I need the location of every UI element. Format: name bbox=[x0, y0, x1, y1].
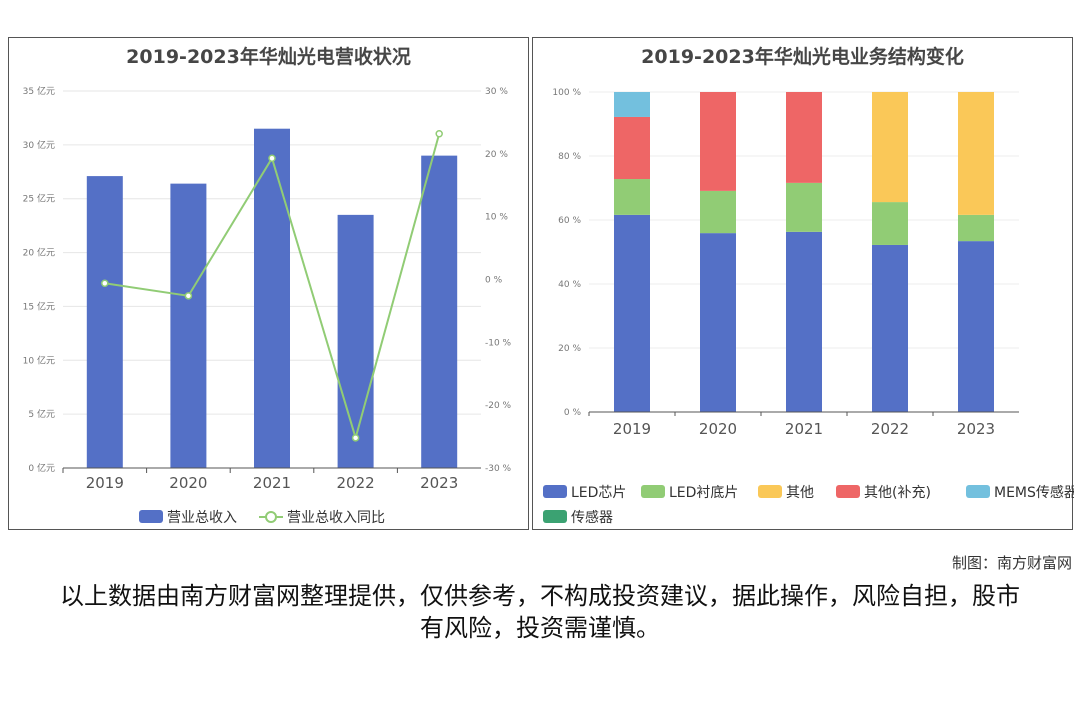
legend-swatch bbox=[543, 510, 567, 523]
legend-label: MEMS传感器 bbox=[994, 484, 1074, 501]
legend-swatch bbox=[543, 485, 567, 498]
stacked-bar-segment bbox=[614, 116, 650, 180]
stacked-bar-segment bbox=[786, 231, 822, 412]
legend-label: 其他(补充) bbox=[864, 485, 931, 501]
legend-swatch bbox=[641, 485, 665, 498]
y-tick-left: 0 亿元 bbox=[28, 462, 55, 474]
line-point bbox=[268, 154, 276, 162]
stacked-bar-segment bbox=[786, 92, 822, 183]
legend-swatch bbox=[966, 485, 990, 498]
structure-chart-panel: 2019-2023年华灿光电业务结构变化 0 % 20 % 40 % 60 % 80 %… bbox=[532, 37, 1074, 530]
chart-title: 2019-2023年华灿光电营收状况 bbox=[126, 46, 411, 68]
y-tick-left: 15 亿元 bbox=[23, 300, 55, 312]
y-tick: 100 % bbox=[552, 88, 581, 98]
stacked-bar-segment bbox=[958, 241, 994, 412]
y-tick-right: 20 % bbox=[485, 150, 508, 160]
structure-chart: 0 % 20 % 40 % 60 % 80 % 100 % 2019 2020 2021 2022… bbox=[543, 88, 1074, 526]
revenue-chart-panel: 2019-2023年华灿光电营收状况 0 亿元 5 亿元 10 亿元 15 亿元 20 … bbox=[8, 37, 529, 530]
y-tick-left: 10 亿元 bbox=[23, 354, 55, 366]
line-point bbox=[101, 279, 109, 288]
stacked-bar-segment bbox=[872, 92, 908, 203]
line-point bbox=[435, 129, 443, 138]
bar bbox=[86, 176, 123, 468]
x-tick: 2020 bbox=[699, 420, 737, 438]
legend-swatch bbox=[836, 485, 860, 498]
x-tick: 2020 bbox=[169, 474, 207, 492]
x-tick: 2021 bbox=[785, 420, 823, 438]
y-tick-left: 20 亿元 bbox=[23, 247, 55, 259]
stacked-bar-segment bbox=[614, 92, 650, 117]
legend-swatch bbox=[758, 485, 782, 498]
y-tick: 60 % bbox=[558, 216, 581, 226]
credit: 制图：南方财富网 bbox=[951, 554, 1072, 572]
y-tick: 0 % bbox=[564, 408, 582, 418]
stacked-bar-segment bbox=[872, 202, 908, 245]
legend-label: 传感器 bbox=[571, 509, 613, 526]
line-point bbox=[351, 434, 360, 442]
legend-swatch bbox=[265, 511, 277, 523]
line-point bbox=[184, 292, 193, 300]
legend-label: 营业总收入同比 bbox=[287, 510, 385, 526]
x-tick: 2019 bbox=[86, 474, 124, 492]
y-tick-left: 30 亿元 bbox=[23, 139, 55, 151]
x-tick: 2019 bbox=[613, 420, 651, 438]
y-tick-right: 30 % bbox=[485, 87, 508, 97]
legend-label: LED衬底片 bbox=[669, 485, 738, 501]
y-tick-right: -20 % bbox=[485, 401, 512, 411]
x-tick: 2022 bbox=[871, 420, 909, 438]
stacked-bar-segment bbox=[614, 214, 650, 412]
y-tick-left: 25 亿元 bbox=[23, 193, 55, 205]
bar bbox=[254, 128, 290, 468]
chart-title: 2019-2023年华灿光电业务结构变化 bbox=[641, 46, 964, 68]
bar bbox=[337, 214, 374, 468]
legend-label: 其他 bbox=[786, 485, 814, 501]
x-tick: 2023 bbox=[957, 420, 995, 438]
y-tick-right: 10 % bbox=[485, 213, 508, 223]
stacked-bar-segment bbox=[700, 233, 736, 412]
disclaimer: 以上数据由南方财富网整理提供，仅供参考，不构成投资建议，据此操作，风险自担，股市… bbox=[60, 582, 1020, 642]
legend-label: 营业总收入 bbox=[167, 510, 237, 526]
y-tick-left: 35 亿元 bbox=[23, 85, 55, 97]
x-tick: 2023 bbox=[420, 474, 458, 492]
x-tick: 2021 bbox=[253, 474, 291, 492]
revenue-chart: 0 亿元 5 亿元 10 亿元 15 亿元 20 亿元 25 亿元 30 亿元 35 亿元 -3… bbox=[23, 85, 512, 526]
bar bbox=[421, 155, 458, 468]
y-tick: 40 % bbox=[558, 280, 581, 290]
y-tick-right: 0 % bbox=[485, 276, 503, 286]
stacked-bar-segment bbox=[786, 182, 822, 232]
y-tick: 80 % bbox=[558, 152, 581, 162]
y-tick-right: -10 % bbox=[485, 338, 512, 348]
y-tick-right: -30 % bbox=[485, 464, 512, 474]
stacked-bar-segment bbox=[958, 214, 994, 242]
stacked-bar-segment bbox=[872, 244, 908, 412]
y-tick: 20 % bbox=[558, 344, 581, 354]
stacked-bar-segment bbox=[700, 190, 736, 234]
bar bbox=[170, 183, 207, 469]
legend-label: LED芯片 bbox=[571, 485, 626, 501]
stacked-bar-segment bbox=[958, 92, 994, 215]
stacked-bar-segment bbox=[700, 92, 736, 191]
y-tick-left: 5 亿元 bbox=[28, 408, 55, 420]
x-tick: 2022 bbox=[337, 474, 375, 492]
legend-swatch bbox=[139, 510, 163, 523]
stacked-bar-segment bbox=[614, 179, 650, 215]
